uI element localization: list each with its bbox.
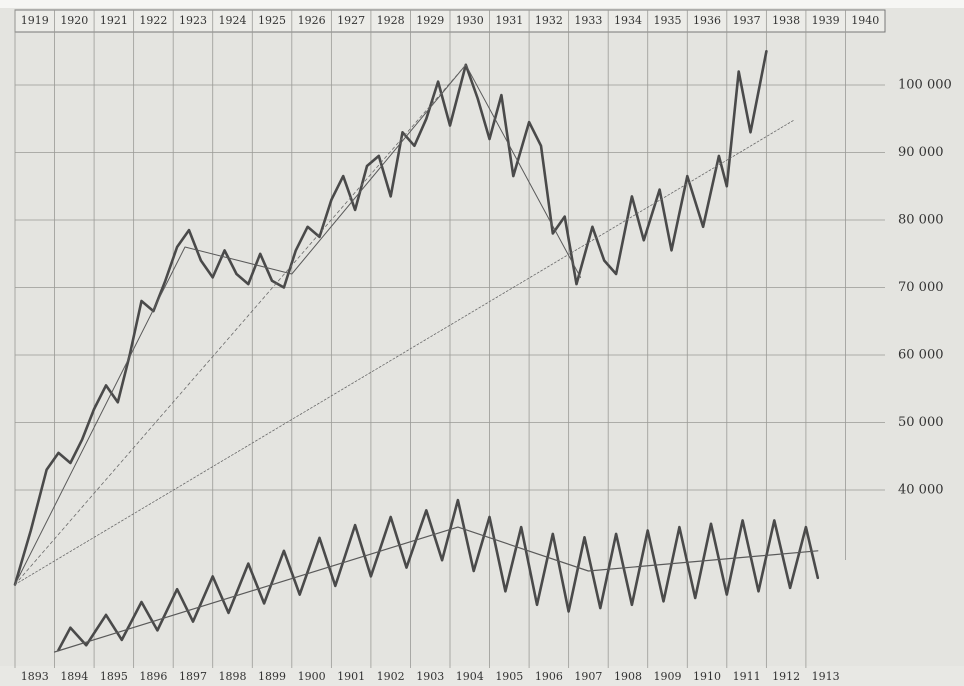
x-tick-label: 1927 xyxy=(337,14,365,27)
x-tick-label: 1938 xyxy=(772,14,800,27)
y-tick-label: 90 000 xyxy=(898,145,944,160)
x2-tick-label: 1899 xyxy=(258,670,286,683)
x2-tick-label: 1894 xyxy=(60,670,88,683)
series-line xyxy=(14,64,581,585)
x2-tick-label: 1896 xyxy=(139,670,167,683)
x-tick-label: 1937 xyxy=(733,14,761,27)
x2-tick-label: 1895 xyxy=(100,670,128,683)
x-tick-label: 1929 xyxy=(416,14,444,27)
x-tick-label: 1923 xyxy=(179,14,207,27)
x-tick-label: 1922 xyxy=(139,14,167,27)
series-line xyxy=(14,119,795,585)
x2-tick-label: 1909 xyxy=(654,670,682,683)
x-tick-label: 1921 xyxy=(100,14,128,27)
x-tick-label: 1934 xyxy=(614,14,642,27)
x-tick-label: 1925 xyxy=(258,14,286,27)
x2-tick-label: 1910 xyxy=(693,670,721,683)
x-tick-label: 1939 xyxy=(812,14,840,27)
x2-tick-label: 1905 xyxy=(495,670,523,683)
x2-tick-label: 1911 xyxy=(733,670,761,683)
series-line xyxy=(14,64,467,585)
x-tick-label: 1935 xyxy=(654,14,682,27)
top-margin xyxy=(0,0,964,8)
x2-tick-label: 1900 xyxy=(298,670,326,683)
x-tick-label: 1936 xyxy=(693,14,721,27)
series-line xyxy=(13,50,768,586)
x-tick-label: 1930 xyxy=(456,14,484,27)
y-tick-label: 50 000 xyxy=(898,415,944,430)
x-tick-label: 1920 xyxy=(60,14,88,27)
y-tick-label: 60 000 xyxy=(898,348,944,363)
bottom-year-band xyxy=(0,666,964,686)
x-tick-label: 1932 xyxy=(535,14,563,27)
x2-tick-label: 1904 xyxy=(456,670,484,683)
x2-tick-label: 1913 xyxy=(812,670,840,683)
x-tick-label: 1940 xyxy=(851,14,879,27)
x2-tick-label: 1893 xyxy=(21,670,49,683)
x2-tick-label: 1903 xyxy=(416,670,444,683)
x2-tick-label: 1908 xyxy=(614,670,642,683)
y-tick-label: 100 000 xyxy=(898,78,952,93)
x2-tick-label: 1901 xyxy=(337,670,365,683)
y-tick-label: 80 000 xyxy=(898,213,944,228)
x-tick-label: 1924 xyxy=(219,14,247,27)
x-tick-label: 1928 xyxy=(377,14,405,27)
x-tick-label: 1931 xyxy=(495,14,523,27)
y-tick-label: 70 000 xyxy=(898,280,944,295)
x-tick-label: 1926 xyxy=(298,14,326,27)
x-tick-label: 1933 xyxy=(574,14,602,27)
x2-tick-label: 1902 xyxy=(377,670,405,683)
x-tick-label: 1919 xyxy=(21,14,49,27)
series-line xyxy=(53,526,819,653)
x2-tick-label: 1907 xyxy=(574,670,602,683)
x2-tick-label: 1897 xyxy=(179,670,207,683)
x2-tick-label: 1906 xyxy=(535,670,563,683)
x2-tick-label: 1898 xyxy=(219,670,247,683)
y-tick-label: 40 000 xyxy=(898,483,944,498)
x2-tick-label: 1912 xyxy=(772,670,800,683)
